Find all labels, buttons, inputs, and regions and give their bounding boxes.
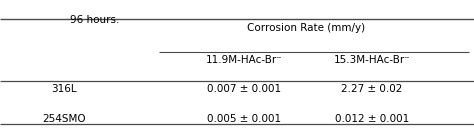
Text: 11.9M-HAc-Br⁻: 11.9M-HAc-Br⁻ bbox=[206, 55, 283, 65]
Text: 15.3M-HAc-Br⁻: 15.3M-HAc-Br⁻ bbox=[334, 55, 410, 65]
Text: 96 hours.: 96 hours. bbox=[70, 15, 119, 26]
Text: 0.012 ± 0.001: 0.012 ± 0.001 bbox=[335, 114, 409, 124]
Text: 0.005 ± 0.001: 0.005 ± 0.001 bbox=[207, 114, 281, 124]
Text: 0.007 ± 0.001: 0.007 ± 0.001 bbox=[207, 84, 281, 94]
Text: Corrosion Rate (mm/y): Corrosion Rate (mm/y) bbox=[246, 23, 365, 33]
Text: 2.27 ± 0.02: 2.27 ± 0.02 bbox=[341, 84, 403, 94]
Text: 254SMO: 254SMO bbox=[42, 114, 86, 124]
Text: 316L: 316L bbox=[51, 84, 77, 94]
